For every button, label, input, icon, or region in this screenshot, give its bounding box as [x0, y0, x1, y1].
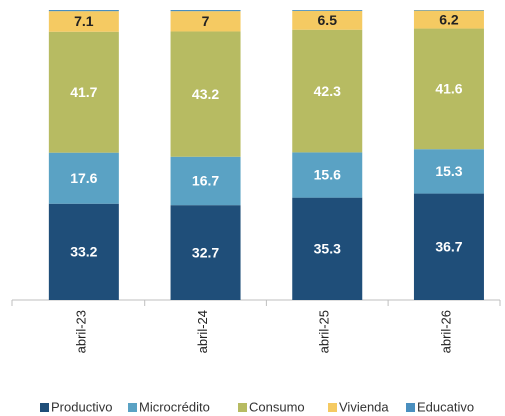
- data-label: 41.6: [435, 81, 462, 97]
- bar-segment: [292, 197, 363, 300]
- x-tick-label: abril-24: [195, 310, 210, 353]
- bar-segment: [413, 193, 484, 300]
- legend-swatch: [128, 403, 137, 412]
- bar-segment: [48, 203, 119, 300]
- bar-segment: [413, 10, 484, 11]
- data-label: 42.3: [314, 83, 341, 99]
- data-label: 33.2: [70, 244, 97, 260]
- bar-segment: [292, 152, 363, 198]
- bar-segment: [170, 10, 241, 12]
- bar-segment: [48, 31, 119, 153]
- data-label: 15.3: [435, 163, 462, 179]
- bar-segment: [170, 156, 241, 206]
- data-label: 7: [202, 13, 210, 29]
- bar-segment: [170, 11, 241, 32]
- x-tick-label: abril-26: [438, 310, 453, 353]
- legend-label: Vivienda: [339, 399, 389, 414]
- legend-swatch: [238, 403, 247, 412]
- x-tick-label: abril-23: [73, 310, 88, 353]
- bar-segment: [292, 29, 363, 153]
- bar-segment: [48, 10, 119, 12]
- bar-segment: [170, 205, 241, 300]
- x-tick-label: abril-25: [317, 310, 332, 353]
- legend-swatch: [328, 403, 337, 412]
- data-label: 6.2: [439, 11, 459, 27]
- legend-label: Productivo: [51, 399, 112, 414]
- data-label: 6.5: [318, 12, 338, 28]
- bar-segment: [413, 28, 484, 150]
- data-label: 7.1: [74, 13, 94, 29]
- data-label: 17.6: [70, 170, 97, 186]
- legend-label: Educativo: [417, 399, 474, 414]
- data-label: 41.7: [70, 84, 97, 100]
- bar-segment: [292, 10, 363, 30]
- legend-label: Consumo: [249, 399, 305, 414]
- legend-swatch: [406, 403, 415, 412]
- bar-segment: [413, 10, 484, 29]
- data-label: 36.7: [435, 238, 462, 254]
- bar-segment: [48, 11, 119, 32]
- data-label: 43.2: [192, 86, 219, 102]
- legend-swatch: [40, 403, 49, 412]
- bar-segment: [413, 149, 484, 194]
- data-label: 32.7: [192, 244, 219, 260]
- legend-label: Microcrédito: [139, 399, 210, 414]
- bar-segment: [292, 10, 363, 11]
- bar-segment: [170, 31, 241, 157]
- data-label: 35.3: [314, 241, 341, 257]
- data-label: 15.6: [314, 167, 341, 183]
- data-label: 16.7: [192, 173, 219, 189]
- bar-segment: [48, 152, 119, 204]
